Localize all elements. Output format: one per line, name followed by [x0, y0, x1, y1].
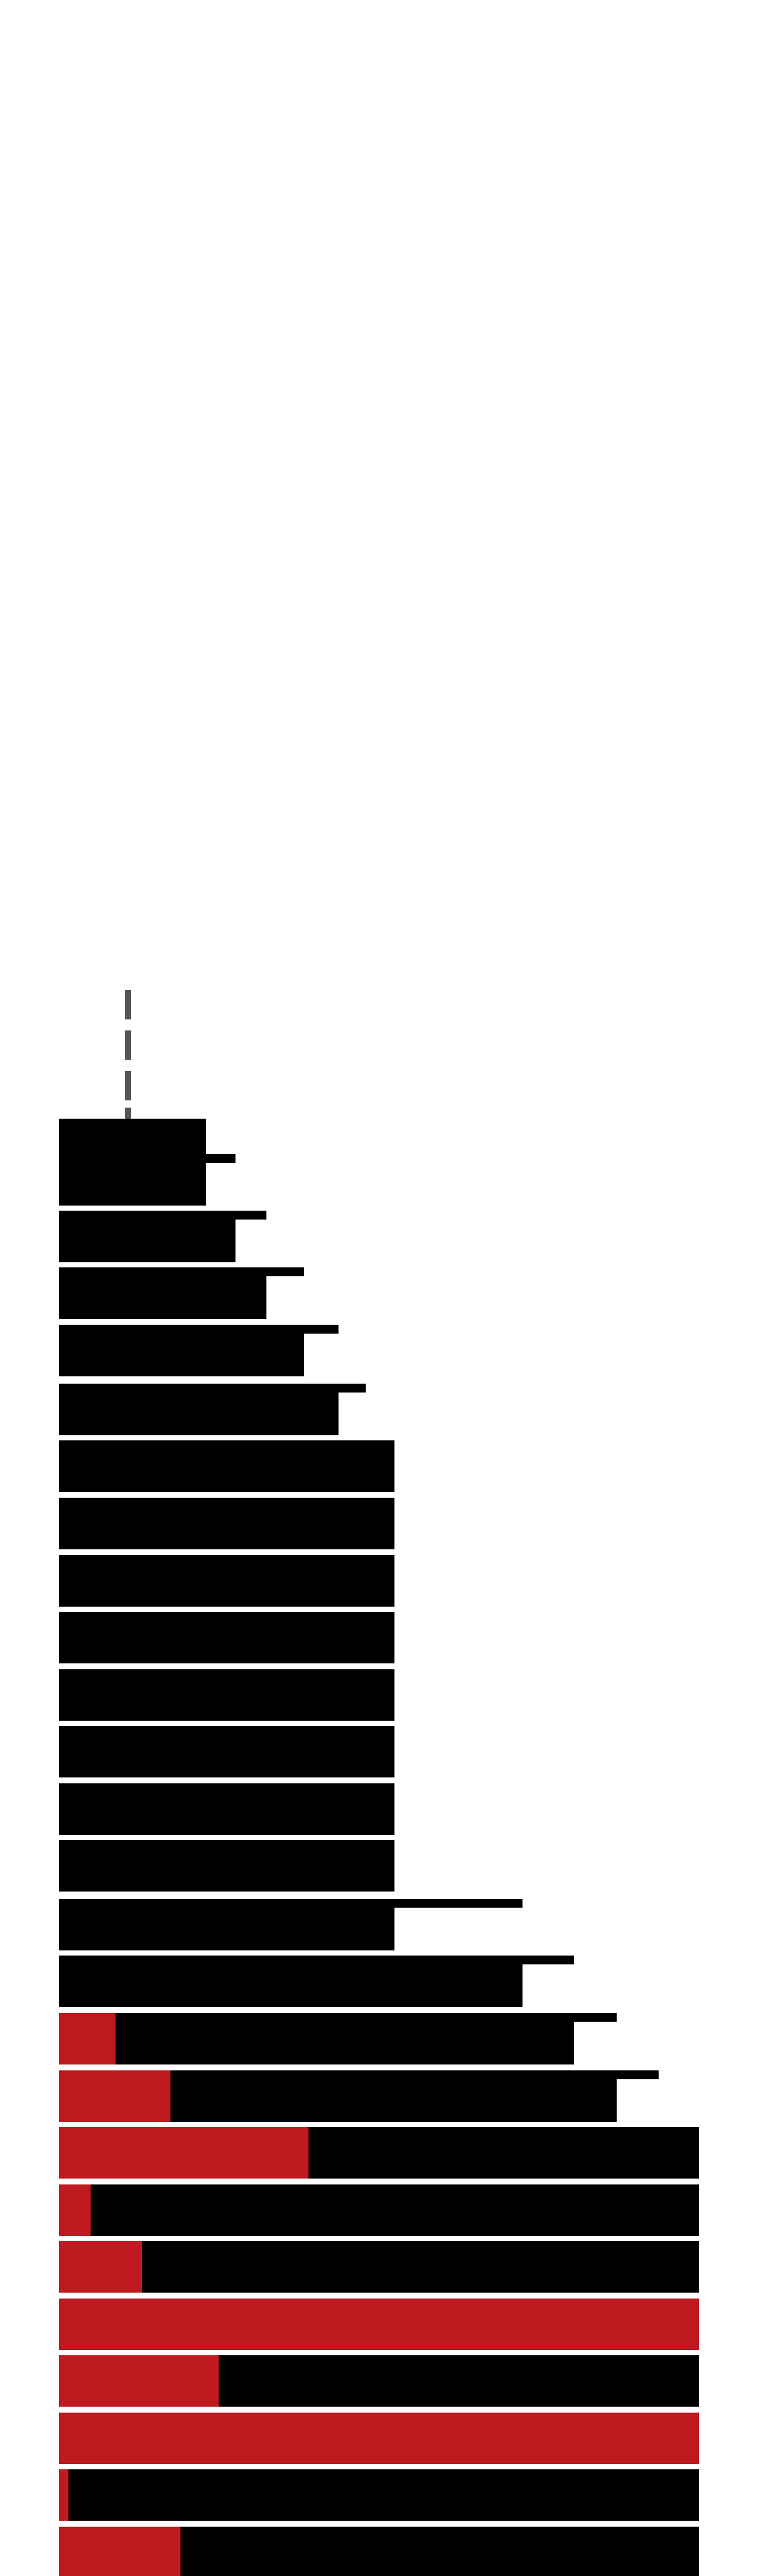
building-floor: [59, 1498, 394, 1549]
building-floor: [59, 1783, 394, 1835]
building-floor: [59, 1956, 574, 2007]
floor-band: [59, 1899, 394, 1950]
building-floor: [59, 2355, 699, 2407]
building-floors: [59, 1119, 699, 2576]
floor-highlight: [59, 2527, 181, 2576]
building-floor: [59, 2070, 659, 2122]
building-floor: [59, 1325, 339, 1376]
building-floor: [59, 1267, 304, 1319]
floor-band: [59, 1669, 394, 1721]
floor-band: [59, 1840, 394, 1892]
building-floor: [59, 1899, 523, 1950]
floor-highlight: [59, 2241, 143, 2293]
floor-ledge: [235, 1211, 266, 1220]
floor-band: [59, 1612, 394, 1663]
floor-band: [59, 2241, 699, 2293]
building-floor: [59, 2413, 699, 2464]
floor-highlight: [59, 2013, 116, 2064]
building-floor: [59, 1840, 394, 1892]
floor-band: [59, 1211, 235, 1262]
building-floor: [59, 1211, 266, 1262]
floor-ledge: [266, 1267, 304, 1276]
floor-highlight: [59, 2469, 69, 2521]
floor-band: [59, 1325, 304, 1376]
floor-highlight: [59, 2127, 309, 2179]
floor-band: [59, 1154, 206, 1206]
floor-band: [59, 1498, 394, 1549]
building-floor: [59, 1669, 394, 1721]
antenna-segment: [125, 990, 131, 1019]
building-floor: [59, 2469, 699, 2521]
floor-band: [59, 1384, 339, 1435]
floor-highlight: [59, 2355, 219, 2407]
building-floor: [59, 1440, 394, 1492]
floor-ledge: [523, 1956, 574, 1964]
building-floor: [59, 2299, 699, 2350]
floor-highlight: [59, 2070, 171, 2122]
floor-ledge: [339, 1384, 366, 1393]
floor-ledge: [617, 2070, 659, 2079]
antenna-segment: [125, 1108, 131, 1122]
floor-highlight: [59, 2413, 699, 2464]
floor-band: [59, 1956, 523, 2007]
antenna-segment: [125, 1030, 131, 1060]
building-floor: [59, 1154, 235, 1206]
floor-highlight: [59, 2299, 699, 2350]
floor-ledge: [304, 1325, 339, 1334]
building-floor: [59, 1726, 394, 1777]
floor-band: [59, 2184, 699, 2236]
floor-band: [59, 1555, 394, 1607]
building-floor: [59, 1612, 394, 1663]
floor-ledge: [394, 1899, 523, 1908]
building-floor: [59, 2241, 699, 2293]
floor-band: [59, 1726, 394, 1777]
building-floor: [59, 2527, 699, 2576]
floor-highlight: [59, 2184, 91, 2236]
floor-band: [59, 2013, 574, 2064]
floor-ledge: [206, 1154, 235, 1163]
floor-band: [59, 1267, 266, 1319]
building-floor: [59, 1384, 366, 1435]
floor-band: [59, 1783, 394, 1835]
floor-band: [59, 1440, 394, 1492]
floor-ledge: [574, 2013, 617, 2022]
floor-band: [59, 2469, 699, 2521]
antenna: [125, 990, 131, 1122]
building-floor: [59, 2184, 699, 2236]
building-floor: [59, 2013, 617, 2064]
antenna-segment: [125, 1071, 131, 1100]
building-floor: [59, 1555, 394, 1607]
building-floor: [59, 2127, 699, 2179]
